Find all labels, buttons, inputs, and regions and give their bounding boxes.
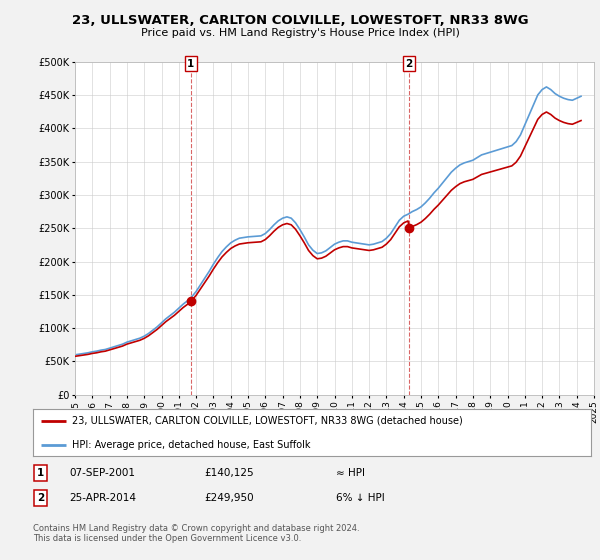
Text: 07-SEP-2001: 07-SEP-2001 — [69, 468, 135, 478]
Text: £140,125: £140,125 — [204, 468, 254, 478]
Text: 23, ULLSWATER, CARLTON COLVILLE, LOWESTOFT, NR33 8WG: 23, ULLSWATER, CARLTON COLVILLE, LOWESTO… — [71, 14, 529, 27]
Text: Contains HM Land Registry data © Crown copyright and database right 2024.
This d: Contains HM Land Registry data © Crown c… — [33, 524, 359, 543]
Text: HPI: Average price, detached house, East Suffolk: HPI: Average price, detached house, East… — [72, 440, 311, 450]
Text: 1: 1 — [187, 59, 194, 68]
Text: £249,950: £249,950 — [204, 493, 254, 503]
Text: 1: 1 — [37, 468, 44, 478]
Text: 23, ULLSWATER, CARLTON COLVILLE, LOWESTOFT, NR33 8WG (detached house): 23, ULLSWATER, CARLTON COLVILLE, LOWESTO… — [72, 416, 463, 426]
Text: Price paid vs. HM Land Registry's House Price Index (HPI): Price paid vs. HM Land Registry's House … — [140, 28, 460, 38]
Text: 2: 2 — [406, 59, 413, 68]
Text: 25-APR-2014: 25-APR-2014 — [69, 493, 136, 503]
Text: 6% ↓ HPI: 6% ↓ HPI — [336, 493, 385, 503]
Text: ≈ HPI: ≈ HPI — [336, 468, 365, 478]
Text: 2: 2 — [37, 493, 44, 503]
